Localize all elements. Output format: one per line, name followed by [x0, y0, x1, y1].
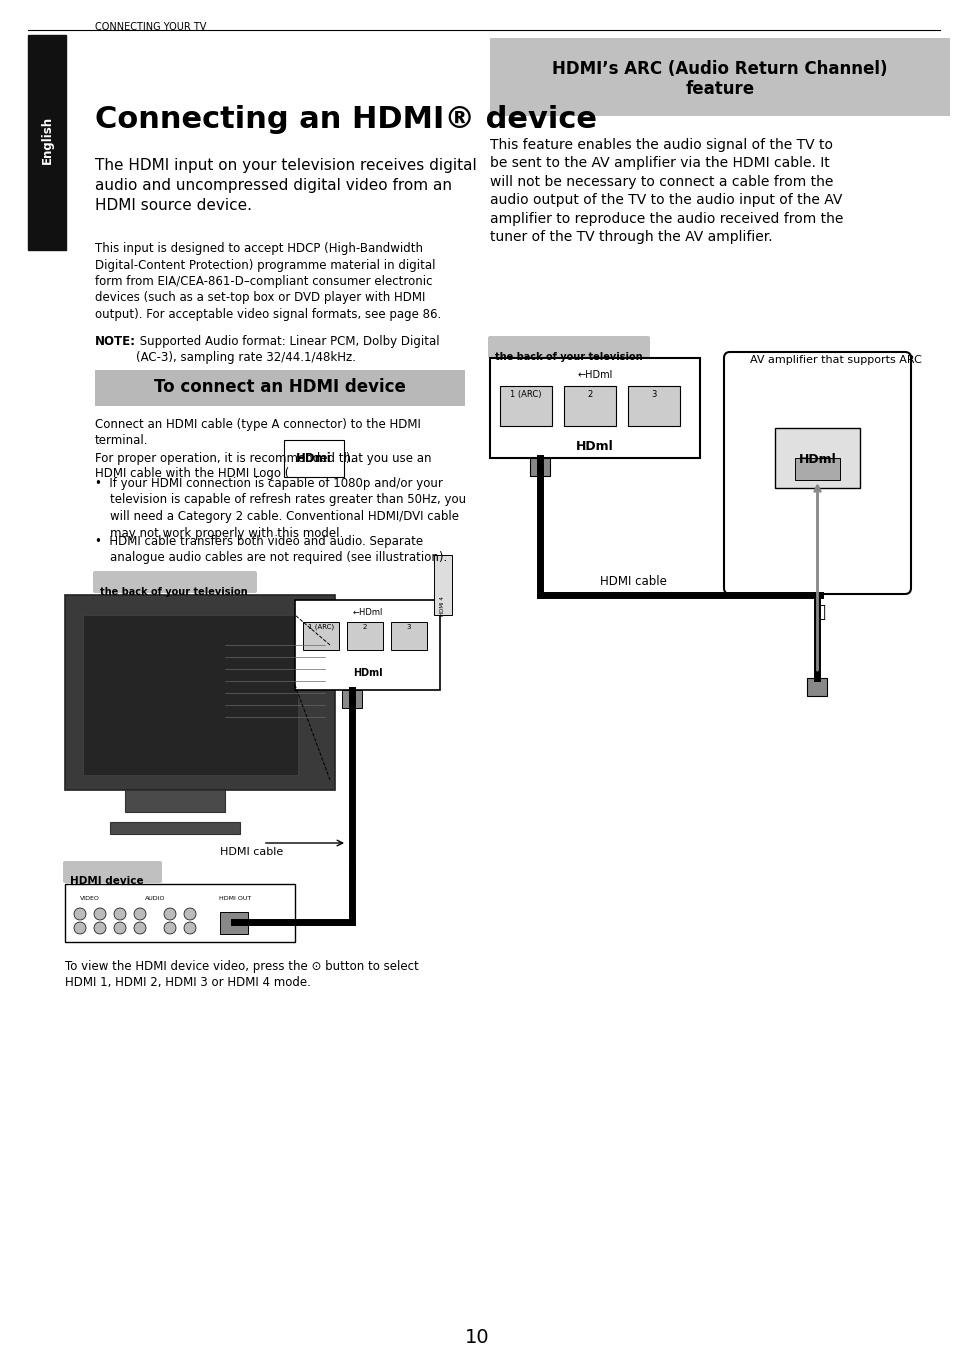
Bar — [83, 615, 297, 775]
Bar — [794, 458, 840, 480]
Bar — [125, 790, 225, 813]
Text: For proper operation, it is recommended that you use an
HDMI cable with the HDMI: For proper operation, it is recommended … — [95, 452, 431, 480]
FancyBboxPatch shape — [63, 861, 162, 883]
Bar — [347, 622, 382, 650]
Bar — [490, 38, 949, 116]
Bar — [530, 458, 550, 476]
Text: This feature enables the audio signal of the TV to
be sent to the AV amplifier v: This feature enables the audio signal of… — [490, 138, 842, 243]
Text: The HDMI input on your television receives digital
audio and uncompressed digita: The HDMI input on your television receiv… — [95, 158, 477, 212]
Text: CONNECTING YOUR TV: CONNECTING YOUR TV — [95, 22, 206, 32]
Text: HDMI device: HDMI device — [70, 876, 144, 886]
Text: the back of your television: the back of your television — [100, 587, 248, 598]
Circle shape — [94, 909, 106, 919]
Circle shape — [74, 922, 86, 934]
Bar — [434, 556, 452, 615]
Text: Connecting an HDMI® device: Connecting an HDMI® device — [95, 105, 597, 134]
Bar — [303, 622, 338, 650]
FancyBboxPatch shape — [488, 337, 649, 358]
Text: Supported Audio format: Linear PCM, Dolby Digital
(AC-3), sampling rate 32/44.1/: Supported Audio format: Linear PCM, Dolb… — [136, 335, 439, 365]
Text: To view the HDMI device video, press the ⊙ button to select: To view the HDMI device video, press the… — [65, 960, 418, 973]
FancyBboxPatch shape — [723, 352, 910, 594]
Text: ←HDml: ←HDml — [352, 608, 382, 617]
Text: •  If your HDMI connection is capable of 1080p and/or your
    television is cap: • If your HDMI connection is capable of … — [95, 477, 466, 539]
Text: HDml: HDml — [353, 668, 382, 677]
Circle shape — [113, 922, 126, 934]
Text: VIDEO: VIDEO — [80, 896, 100, 900]
Text: English: English — [40, 116, 53, 164]
Text: the back of your television: the back of your television — [495, 352, 642, 362]
Bar — [294, 600, 439, 690]
Bar — [95, 370, 464, 406]
Circle shape — [133, 922, 146, 934]
Circle shape — [74, 909, 86, 919]
Text: HDMI 1, HDMI 2, HDMI 3 or HDMI 4 mode.: HDMI 1, HDMI 2, HDMI 3 or HDMI 4 mode. — [65, 976, 311, 990]
Bar — [563, 387, 616, 426]
Text: ←HDml: ←HDml — [577, 370, 612, 380]
Text: HDMI’s ARC (Audio Return Channel): HDMI’s ARC (Audio Return Channel) — [552, 59, 887, 78]
Text: 10: 10 — [464, 1328, 489, 1347]
Text: 1 (ARC): 1 (ARC) — [308, 625, 334, 630]
Bar — [391, 622, 427, 650]
Text: HDml: HDml — [798, 453, 836, 466]
Bar — [627, 387, 679, 426]
Text: To connect an HDMI device: To connect an HDMI device — [153, 379, 406, 396]
Text: feature: feature — [684, 80, 754, 97]
Text: HDml: HDml — [576, 439, 613, 453]
Bar — [341, 690, 361, 708]
Circle shape — [133, 909, 146, 919]
Circle shape — [184, 909, 195, 919]
Bar — [65, 595, 335, 790]
Text: Connect an HDMI cable (type A connector) to the HDMI
terminal.: Connect an HDMI cable (type A connector)… — [95, 418, 420, 448]
Text: HDMI cable: HDMI cable — [599, 575, 666, 588]
Text: 2: 2 — [362, 625, 367, 630]
Text: AUDIO: AUDIO — [145, 896, 165, 900]
Text: HDmi: HDmi — [295, 452, 332, 465]
FancyBboxPatch shape — [92, 571, 256, 594]
Bar — [28, 35, 66, 250]
Text: 1 (ARC): 1 (ARC) — [510, 389, 541, 399]
Text: 3: 3 — [406, 625, 411, 630]
Circle shape — [113, 909, 126, 919]
Text: 2: 2 — [587, 389, 592, 399]
Text: 3: 3 — [651, 389, 656, 399]
Text: ).: ). — [341, 452, 354, 465]
Text: This input is designed to accept HDCP (High-Bandwidth
Digital-Content Protection: This input is designed to accept HDCP (H… — [95, 242, 441, 320]
Text: HDMI OUT: HDMI OUT — [218, 896, 251, 900]
Circle shape — [94, 922, 106, 934]
Text: AV amplifier that supports ARC: AV amplifier that supports ARC — [749, 356, 921, 365]
Text: NOTE:: NOTE: — [95, 335, 136, 347]
Bar — [499, 387, 552, 426]
Bar — [774, 429, 859, 488]
Bar — [220, 913, 248, 934]
Text: •  HDMI cable transfers both video and audio. Separate
    analogue audio cables: • HDMI cable transfers both video and au… — [95, 535, 447, 565]
Circle shape — [164, 909, 175, 919]
Circle shape — [184, 922, 195, 934]
Text: HDMI cable: HDMI cable — [220, 846, 283, 857]
Bar — [806, 677, 826, 696]
Text: HDMI 4: HDMI 4 — [440, 596, 445, 617]
Bar — [490, 358, 700, 458]
Text: ⟋: ⟋ — [814, 603, 824, 621]
Bar — [65, 884, 294, 942]
Bar — [110, 822, 240, 834]
Circle shape — [164, 922, 175, 934]
